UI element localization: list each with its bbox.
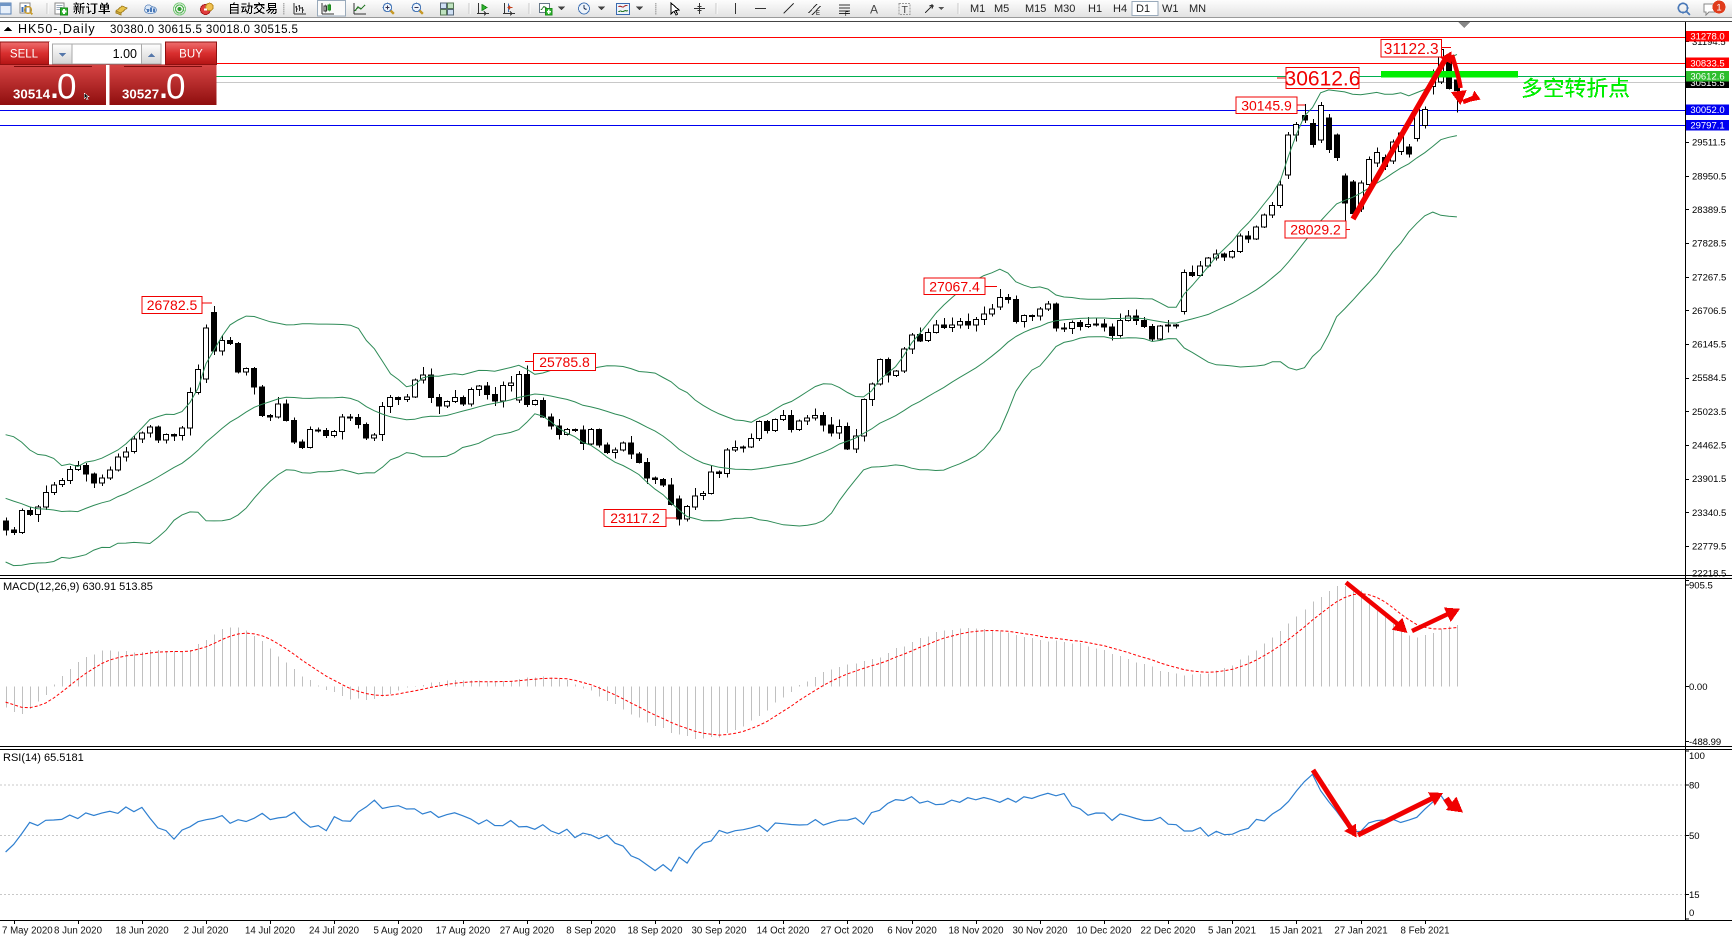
- svg-text:22 Dec 2020: 22 Dec 2020: [1141, 926, 1197, 937]
- svg-text:80: 80: [1689, 781, 1700, 792]
- svg-text:30145.9: 30145.9: [1241, 97, 1292, 113]
- svg-text:30052.0: 30052.0: [1690, 105, 1724, 116]
- svg-text:31122.3: 31122.3: [1384, 41, 1439, 58]
- svg-text:D1: D1: [1136, 3, 1150, 15]
- svg-text:MACD(12,26,9) 630.91 513.85: MACD(12,26,9) 630.91 513.85: [3, 581, 153, 593]
- svg-text:25785.8: 25785.8: [539, 354, 590, 370]
- svg-text:23117.2: 23117.2: [610, 510, 660, 526]
- svg-text:-488.99: -488.99: [1689, 737, 1721, 748]
- svg-text:22779.5: 22779.5: [1692, 542, 1726, 553]
- svg-text:30612.6: 30612.6: [1690, 72, 1724, 83]
- svg-text:5 Aug 2020: 5 Aug 2020: [373, 926, 423, 937]
- svg-text:30515.5: 30515.5: [1690, 78, 1724, 89]
- svg-text:17 Aug 2020: 17 Aug 2020: [436, 926, 491, 937]
- svg-text:0: 0: [166, 68, 185, 107]
- svg-text:A: A: [870, 3, 878, 17]
- svg-text:6 Nov 2020: 6 Nov 2020: [887, 926, 937, 937]
- svg-text:M1: M1: [970, 3, 985, 15]
- svg-text:2 Jul 2020: 2 Jul 2020: [184, 926, 229, 937]
- svg-text:29797.1: 29797.1: [1690, 121, 1724, 132]
- svg-text:BUY: BUY: [179, 49, 203, 61]
- svg-text:27267.5: 27267.5: [1692, 272, 1726, 283]
- svg-text:7 May 2020: 7 May 2020: [2, 926, 53, 937]
- svg-text:23901.5: 23901.5: [1692, 474, 1726, 485]
- svg-text:30 Nov 2020: 30 Nov 2020: [1013, 926, 1069, 937]
- svg-text:1: 1: [1716, 3, 1721, 14]
- svg-text:15: 15: [1689, 890, 1700, 901]
- svg-text:31278.0: 31278.0: [1690, 32, 1724, 43]
- svg-text:27 Aug 2020: 27 Aug 2020: [500, 926, 555, 937]
- svg-text:SELL: SELL: [10, 49, 39, 61]
- svg-text:27828.5: 27828.5: [1692, 239, 1726, 250]
- svg-text:0.00: 0.00: [1689, 682, 1708, 693]
- svg-text:25023.5: 25023.5: [1692, 407, 1726, 418]
- svg-text:30833.5: 30833.5: [1690, 58, 1724, 69]
- svg-text:HK50-,Daily: HK50-,Daily: [18, 22, 96, 36]
- svg-text:14 Jul 2020: 14 Jul 2020: [245, 926, 296, 937]
- svg-text:50: 50: [1689, 831, 1700, 842]
- svg-text:H1: H1: [1088, 3, 1102, 15]
- svg-text:5 Jan 2021: 5 Jan 2021: [1208, 926, 1256, 937]
- svg-text:30612.6: 30612.6: [1285, 68, 1361, 91]
- svg-text:E: E: [816, 11, 820, 17]
- svg-text:30514: 30514: [13, 87, 51, 102]
- svg-text:27 Jan 2021: 27 Jan 2021: [1334, 926, 1387, 937]
- svg-text:8 Feb 2021: 8 Feb 2021: [1400, 926, 1449, 937]
- svg-text:18 Jun 2020: 18 Jun 2020: [115, 926, 169, 937]
- svg-text:27 Oct 2020: 27 Oct 2020: [821, 926, 874, 937]
- svg-text:M30: M30: [1054, 3, 1075, 15]
- svg-text:T: T: [902, 4, 909, 16]
- svg-text:8 Sep 2020: 8 Sep 2020: [566, 926, 616, 937]
- svg-text:0: 0: [57, 68, 76, 107]
- svg-text:18 Sep 2020: 18 Sep 2020: [628, 926, 684, 937]
- svg-text:W1: W1: [1162, 3, 1179, 15]
- svg-text:1.00: 1.00: [113, 47, 137, 61]
- svg-text:30527: 30527: [122, 87, 159, 102]
- svg-text:8 Jun 2020: 8 Jun 2020: [54, 926, 103, 937]
- svg-text:100: 100: [1689, 751, 1705, 762]
- svg-text:18 Nov 2020: 18 Nov 2020: [949, 926, 1005, 937]
- svg-text:24462.5: 24462.5: [1692, 441, 1726, 452]
- svg-text:25584.5: 25584.5: [1692, 373, 1726, 384]
- svg-text:14 Oct 2020: 14 Oct 2020: [757, 926, 810, 937]
- svg-text:31194.5: 31194.5: [1692, 37, 1726, 48]
- svg-text:H4: H4: [1113, 3, 1127, 15]
- svg-text:15 Jan 2021: 15 Jan 2021: [1269, 926, 1322, 937]
- svg-text:RSI(14) 65.5181: RSI(14) 65.5181: [3, 752, 84, 764]
- svg-text:26782.5: 26782.5: [147, 297, 198, 313]
- svg-text:22218.5: 22218.5: [1692, 569, 1726, 580]
- svg-text:10 Dec 2020: 10 Dec 2020: [1077, 926, 1133, 937]
- svg-text:M5: M5: [994, 3, 1009, 15]
- svg-text:905.5: 905.5: [1689, 580, 1713, 591]
- svg-text:30380.0 30615.5 30018.0 30515.: 30380.0 30615.5 30018.0 30515.5: [110, 24, 298, 36]
- svg-text:26706.5: 26706.5: [1692, 306, 1726, 317]
- svg-text:M15: M15: [1025, 3, 1046, 15]
- svg-text:28950.5: 28950.5: [1692, 171, 1726, 182]
- svg-text:F: F: [845, 12, 849, 18]
- svg-text:28389.5: 28389.5: [1692, 205, 1726, 216]
- svg-text:26145.5: 26145.5: [1692, 340, 1726, 351]
- svg-text:29511.5: 29511.5: [1692, 138, 1726, 149]
- svg-text:30 Sep 2020: 30 Sep 2020: [692, 926, 748, 937]
- svg-text:0: 0: [1689, 908, 1694, 919]
- svg-text:MN: MN: [1189, 3, 1206, 15]
- svg-text:23340.5: 23340.5: [1692, 508, 1726, 519]
- svg-text:27067.4: 27067.4: [929, 278, 980, 294]
- svg-text:24 Jul 2020: 24 Jul 2020: [309, 926, 360, 937]
- svg-text:28029.2: 28029.2: [1290, 222, 1341, 238]
